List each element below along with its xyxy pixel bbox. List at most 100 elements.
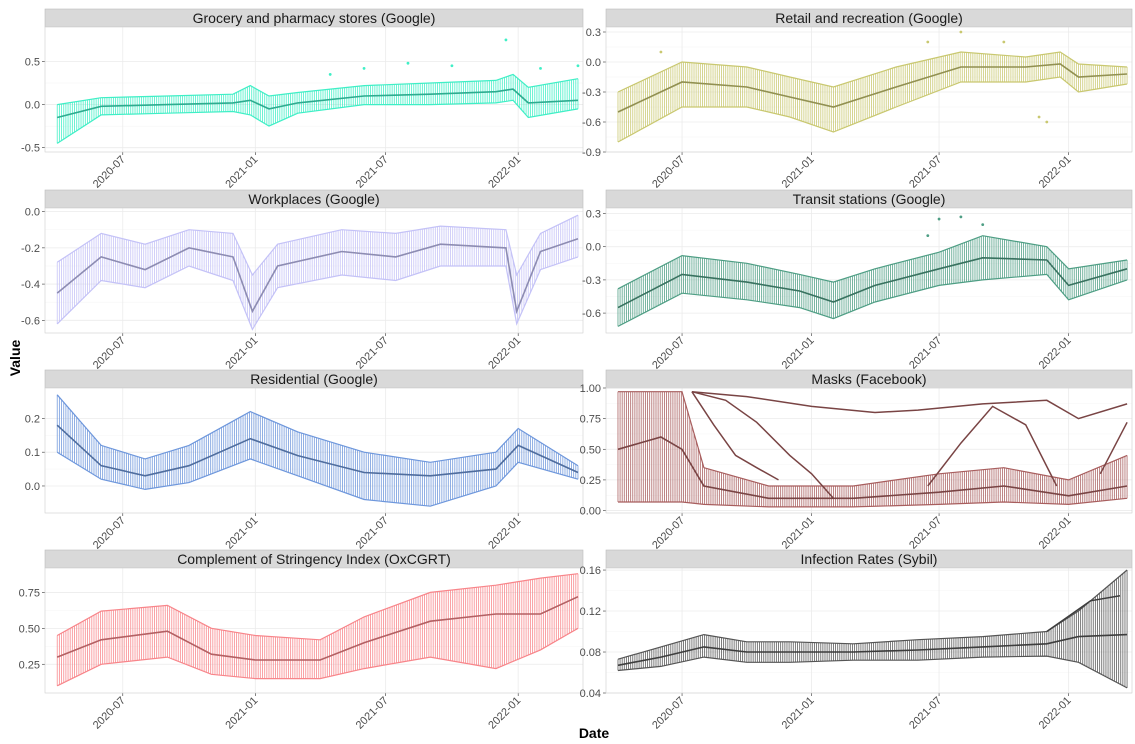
panel-border xyxy=(44,567,584,694)
panel-border xyxy=(44,26,584,153)
x-tick-label: 2021-07 xyxy=(354,515,391,552)
panel-border xyxy=(44,207,584,334)
outlier-point xyxy=(981,223,985,226)
x-tick-label: 2022-01 xyxy=(486,515,523,552)
x-tick-label: 2020-07 xyxy=(91,695,128,732)
y-tick-label: 0.50 xyxy=(580,444,601,456)
panel-border xyxy=(605,387,1133,514)
series-bound-line xyxy=(56,256,579,331)
outlier-point xyxy=(959,30,963,34)
series-median-line xyxy=(617,63,1128,113)
series-median-line xyxy=(617,256,1128,309)
y-tick-label: 0.25 xyxy=(580,475,601,487)
series-median-line xyxy=(57,88,579,119)
x-tick-label: 2020-07 xyxy=(91,154,128,191)
x-tick-label: 2021-07 xyxy=(907,515,944,552)
x-tick-label: 2021-07 xyxy=(907,335,944,372)
plot-area xyxy=(606,568,1132,693)
facet-panel: Workplaces (Google) -0.6 -0.4 -0.2 0.0 2020-0… xyxy=(21,189,584,372)
outlier-point xyxy=(362,66,366,70)
y-tick-label: 0.00 xyxy=(580,506,601,518)
x-tick-label: 2020-07 xyxy=(650,335,687,372)
x-tick-label: 2021-07 xyxy=(354,335,391,372)
y-tick-label: 0.3 xyxy=(586,27,601,39)
facet-title: Retail and recreation (Google) xyxy=(775,10,963,26)
x-tick-label: 2022-01 xyxy=(1037,154,1074,191)
series-median-line xyxy=(617,633,1128,667)
panel-border xyxy=(605,26,1133,153)
series-bound-line xyxy=(56,451,579,507)
facet-title: Grocery and pharmacy stores (Google) xyxy=(193,10,436,26)
facet-panel: Retail and recreation (Google) -0.9 -0.6 -0… xyxy=(582,8,1133,191)
x-tick-label: 2021-01 xyxy=(223,695,260,732)
series-trace-line xyxy=(1046,594,1121,633)
x-tick-label: 2021-07 xyxy=(907,695,944,732)
series-trace-line xyxy=(691,390,1128,420)
y-tick-label: -0.6 xyxy=(582,117,601,129)
outlier-point xyxy=(504,38,508,42)
x-tick-label: 2021-01 xyxy=(223,335,260,372)
facet-panel: Residential (Google) 0.0 0.1 0.2 2020-07 2021… xyxy=(25,369,584,552)
panel-border xyxy=(605,567,1133,694)
y-tick-label: 0.2 xyxy=(25,413,40,425)
panels-group: Grocery and pharmacy stores (Google) -0.5… xyxy=(19,8,1133,732)
outlier-point xyxy=(328,73,332,76)
y-tick-label: 0.0 xyxy=(25,481,40,493)
outlier-point xyxy=(1037,115,1041,119)
series-bound-line xyxy=(56,394,579,467)
series-trace-line xyxy=(691,391,779,481)
outlier-point xyxy=(1002,40,1006,44)
series-bound-line xyxy=(617,273,1128,327)
y-tick-label: -0.3 xyxy=(582,87,601,99)
series-bound-line xyxy=(57,73,579,106)
y-tick-label: 0.0 xyxy=(586,242,601,254)
facet-title: Residential (Google) xyxy=(250,371,378,387)
series-bound-line xyxy=(617,235,1128,290)
series-bound-line xyxy=(617,76,1128,143)
series-trace-line xyxy=(691,390,834,499)
x-tick-label: 2022-01 xyxy=(486,335,523,372)
outlier-point xyxy=(406,61,410,65)
panel-border xyxy=(605,207,1133,334)
panel-border xyxy=(44,387,584,514)
x-tick-label: 2022-01 xyxy=(1037,515,1074,552)
series-median-line xyxy=(617,436,1128,500)
facet-panel: Grocery and pharmacy stores (Google) -0.5… xyxy=(21,8,584,191)
x-tick-label: 2021-01 xyxy=(223,154,260,191)
outlier-point xyxy=(937,217,941,221)
facet-title: Transit stations (Google) xyxy=(793,191,946,207)
y-tick-label: 0.75 xyxy=(580,414,601,426)
series-bound-line xyxy=(617,51,1128,93)
outlier-point xyxy=(926,40,930,44)
y-tick-label: -0.4 xyxy=(21,279,40,291)
facet-panel: Transit stations (Google) -0.6 -0.3 0.0 0.3 2… xyxy=(582,189,1133,372)
facet-panel: Complement of Stringency Index (OxCGRT) 0… xyxy=(19,549,584,732)
x-tick-label: 2020-07 xyxy=(91,335,128,372)
y-tick-label: 0.50 xyxy=(19,623,40,635)
series-bound-line xyxy=(56,573,579,641)
y-tick-label: 0.08 xyxy=(580,647,601,659)
y-tick-label: 0.3 xyxy=(586,209,601,221)
facet-panel: Infection Rates (Sybil) 0.04 0.08 0.12 0.16 2… xyxy=(580,549,1133,732)
outlier-point xyxy=(1045,120,1049,124)
outlier-point xyxy=(926,234,930,238)
x-tick-label: 2021-07 xyxy=(907,154,944,191)
series-bound-line xyxy=(56,214,579,277)
series-bound-line xyxy=(56,627,579,687)
y-tick-label: 0.04 xyxy=(580,688,601,700)
x-axis-title: Date xyxy=(579,725,610,741)
y-tick-label: 0.1 xyxy=(25,447,40,459)
y-tick-label: 0.12 xyxy=(580,606,601,618)
facet-title: Infection Rates (Sybil) xyxy=(801,551,938,567)
x-tick-label: 2021-01 xyxy=(780,515,817,552)
series-bound-line xyxy=(617,655,1128,689)
y-tick-label: -0.6 xyxy=(21,315,40,327)
y-tick-label: -0.2 xyxy=(21,243,40,255)
series-median-line xyxy=(56,424,579,477)
y-tick-label: 0.16 xyxy=(580,565,601,577)
y-tick-label: -0.3 xyxy=(582,275,601,287)
series-bound-line xyxy=(618,497,1128,508)
y-tick-label: 0.25 xyxy=(19,659,40,671)
x-tick-label: 2021-07 xyxy=(354,695,391,732)
